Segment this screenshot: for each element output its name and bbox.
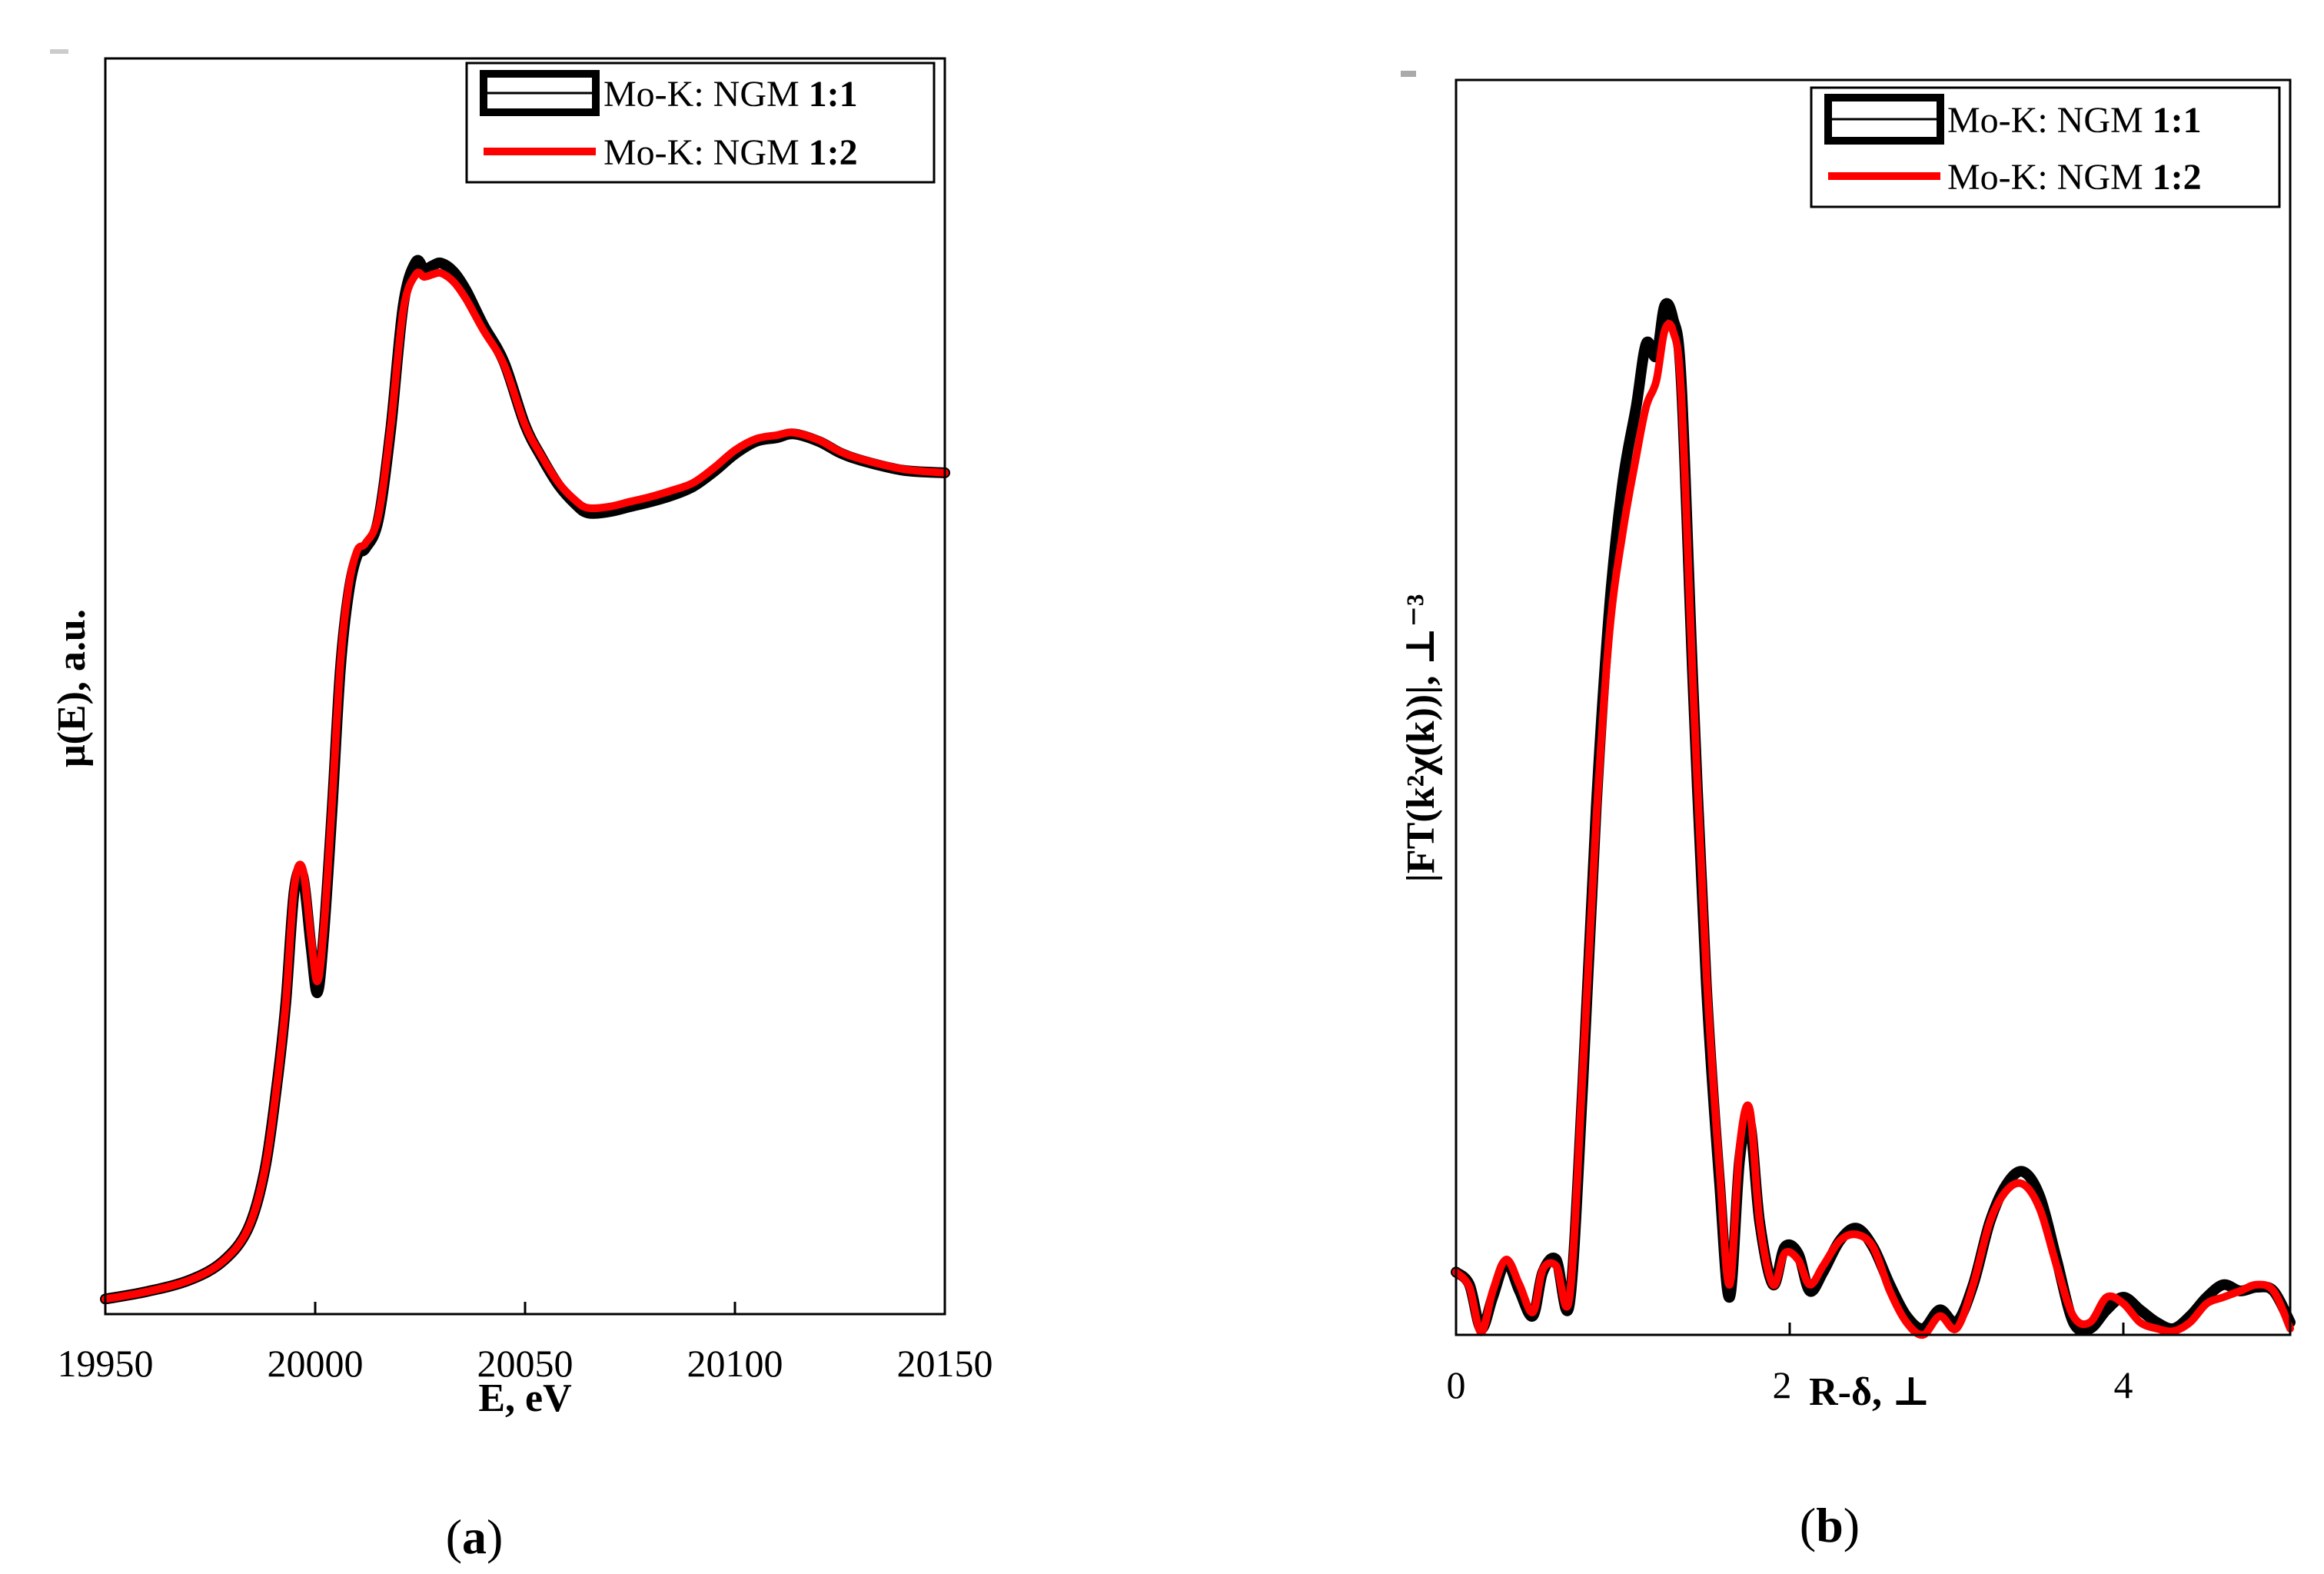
panel-b-caption: (b) [1800,1498,1860,1552]
panel-a-x-tick-label: 20050 [477,1342,574,1385]
panel-b-caption-letter: b [1816,1498,1844,1552]
panel-a-x-tick-label: 20000 [268,1342,364,1385]
panel-b-legend-box [1810,86,2281,208]
panel-a-legend-box [465,62,936,184]
panel-a-series-group [100,255,950,1305]
panel-a-caption: (a) [446,1509,504,1564]
panel-b-legend-label-1-1: Mo-K: NGM 1:1 [1947,100,2202,141]
panel-a-x-tick-label: 20150 [897,1342,993,1385]
panel-b-corner-mark [1401,71,1416,77]
panel-b-legend: Mo-K: NGM 1:1 Mo-K: NGM 1:2 [1810,86,2281,208]
panel-b-series-group [1451,298,2296,1339]
panel-a-legend-prefix-1-1: Mo-K: NGM [603,74,809,115]
panel-a-legend-prefix-1-2: Mo-K: NGM [603,132,809,173]
panel-a-caption-letter: a [462,1509,487,1564]
panel-b-x-ticks: 0 2 4 [1447,1323,2133,1406]
panel-b-legend-ratio-1-2: 1:2 [2153,157,2202,198]
panel-a-corner-mark [50,49,68,54]
panel-a-caption-close: ) [487,1509,503,1564]
panel-a-x-tick-label: 20100 [687,1342,783,1385]
panel-b-caption-open: ( [1800,1498,1816,1552]
panel-a-legend: Mo-K: NGM 1:1 Mo-K: NGM 1:2 [465,62,936,184]
panel-a-legend-ratio-1-1: 1:1 [809,74,858,115]
panel-b-legend-ratio-1-1: 1:1 [2153,100,2202,141]
panel-a-legend-ratio-1-2: 1:2 [809,132,858,173]
panel-b-series-line-1-2 [1452,320,2294,1339]
panel-a-legend-label-1-2: Mo-K: NGM 1:2 [603,132,858,173]
panel-a-y-axis-label: μ(E), a.u. [50,609,94,767]
panel-a-x-axis-label: E, eV [478,1376,571,1420]
panel-a-caption-open: ( [446,1509,462,1564]
panel-b-legend-prefix-1-1: Mo-K: NGM [1947,100,2153,141]
panel-a-plot-frame [104,57,946,1316]
panel-b-x-tick-label: 2 [1773,1363,1792,1406]
panel-a-series-line-1-2 [101,268,949,1303]
panel-a-chart: 19950 20000 20050 20100 20150 E, eV μ(E), a.… [50,49,993,1564]
panel-b-plot-frame [1455,78,2292,1336]
panel-b-x-tick-label: 4 [2114,1363,2133,1406]
panel-a-legend-label-1-1: Mo-K: NGM 1:1 [603,74,858,115]
panel-b-chart: 0 2 4 R-δ, ⊥ |FT(k²χ(k))|, ⊥⁻³ Mo-K: NGM 1… [1399,71,2296,1552]
panel-b-caption-close: ) [1844,1498,1860,1552]
panel-b-legend-label-1-2: Mo-K: NGM 1:2 [1947,157,2202,198]
panel-a-x-tick-label: 19950 [58,1342,154,1385]
panel-b-y-axis-label: |FT(k²χ(k))|, ⊥⁻³ [1399,594,1443,882]
panel-b-x-axis-label: R-δ, ⊥ [1809,1370,1930,1414]
panel-b-x-tick-label: 0 [1447,1363,1466,1406]
panel-a-x-ticks: 19950 20000 20050 20100 20150 [58,1302,993,1385]
panel-b-legend-prefix-1-2: Mo-K: NGM [1947,157,2153,198]
